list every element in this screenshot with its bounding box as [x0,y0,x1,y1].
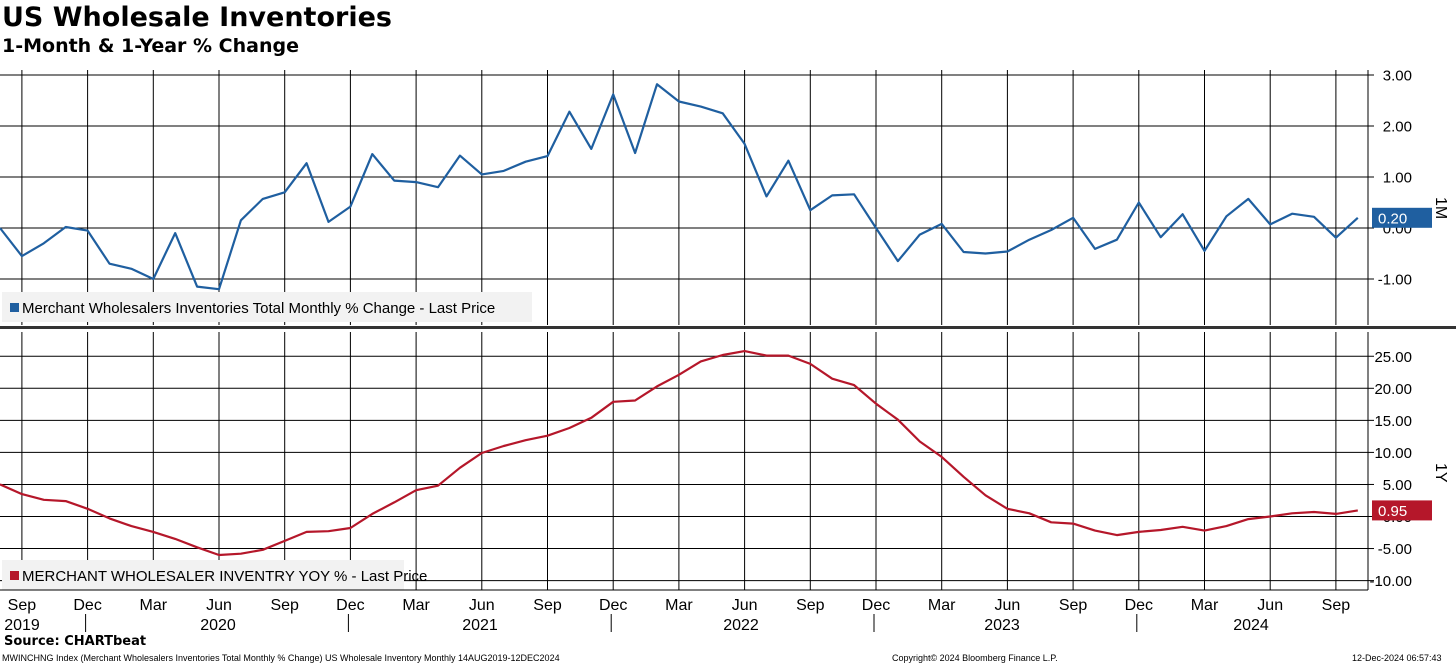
x-tick-label-month: Dec [599,597,627,614]
x-tick-label-month: Jun [206,597,232,614]
y-tick-label: -1.00 [1378,272,1412,289]
last-value-label: 0.20 [1378,210,1407,227]
x-tick-label-month: Jun [469,597,495,614]
y-tick-label: 15.00 [1374,413,1412,430]
legend-box [2,560,404,590]
x-tick-label-year: 2021 [462,617,498,634]
x-tick-label-year: 2020 [200,617,236,634]
x-tick-label-year: 2023 [984,617,1020,634]
footer-left: MWINCHNG Index (Merchant Wholesalers Inv… [2,653,560,663]
last-value-tag [1372,500,1432,521]
x-tick-label-month: Dec [1125,597,1153,614]
y-tick-label: 3.00 [1383,68,1412,85]
x-tick-label-month: Mar [928,597,956,614]
y-tick-label: 2.00 [1383,119,1412,136]
x-tick-label-month: Dec [336,597,364,614]
source-label: Source: CHARTbeat [4,634,147,649]
x-tick-label-month: Mar [1191,597,1219,614]
x-tick-label-year: 2022 [723,617,759,634]
y-tick-label: -10.00 [1369,573,1412,590]
x-tick-label-month: Jun [1257,597,1283,614]
footer-right: 12-Dec-2024 06:57:43 [1352,653,1442,663]
legend-swatch [10,303,19,312]
x-tick-label-month: Dec [862,597,890,614]
y-tick-label: 1.00 [1383,170,1412,187]
chart-subtitle: 1-Month & 1-Year % Change [2,35,299,57]
y-tick-label: 25.00 [1374,349,1412,366]
last-value-tag [1372,207,1432,228]
x-tick-label-month: Sep [270,597,299,614]
x-tick-label-month: Sep [796,597,825,614]
x-tick-label-year: 2024 [1233,617,1269,634]
x-tick-label-year: 2019 [4,617,40,634]
legend-label: MERCHANT WHOLESALER INVENTRY YOY % - Las… [22,568,427,585]
x-tick-label-month: Mar [140,597,168,614]
legend-label: Merchant Wholesalers Inventories Total M… [22,300,495,317]
panel-label: 1Y [1432,463,1449,483]
y-tick-label: 5.00 [1383,477,1412,494]
y-tick-label: 10.00 [1374,445,1412,462]
x-tick-label-month: Jun [732,597,758,614]
x-tick-label-month: Mar [402,597,430,614]
x-tick-label-month: Mar [665,597,693,614]
x-tick-label-month: Sep [533,597,562,614]
series-line [0,83,1359,291]
x-tick-label-month: Sep [1322,597,1351,614]
last-value-label: 0.95 [1378,503,1407,520]
legend-box [2,292,532,322]
x-tick-label-month: Dec [73,597,101,614]
series-line [0,350,1358,557]
y-tick-label: -5.00 [1378,541,1412,558]
footer-center: Copyright© 2024 Bloomberg Finance L.P. [892,653,1058,663]
x-tick-label-month: Sep [8,597,37,614]
x-tick-label-month: Jun [995,597,1021,614]
y-tick-label: 20.00 [1374,381,1412,398]
chart-title: US Wholesale Inventories [2,2,392,33]
legend-swatch [10,571,19,580]
x-tick-label-month: Sep [1059,597,1088,614]
panel-label: 1M [1432,197,1449,219]
